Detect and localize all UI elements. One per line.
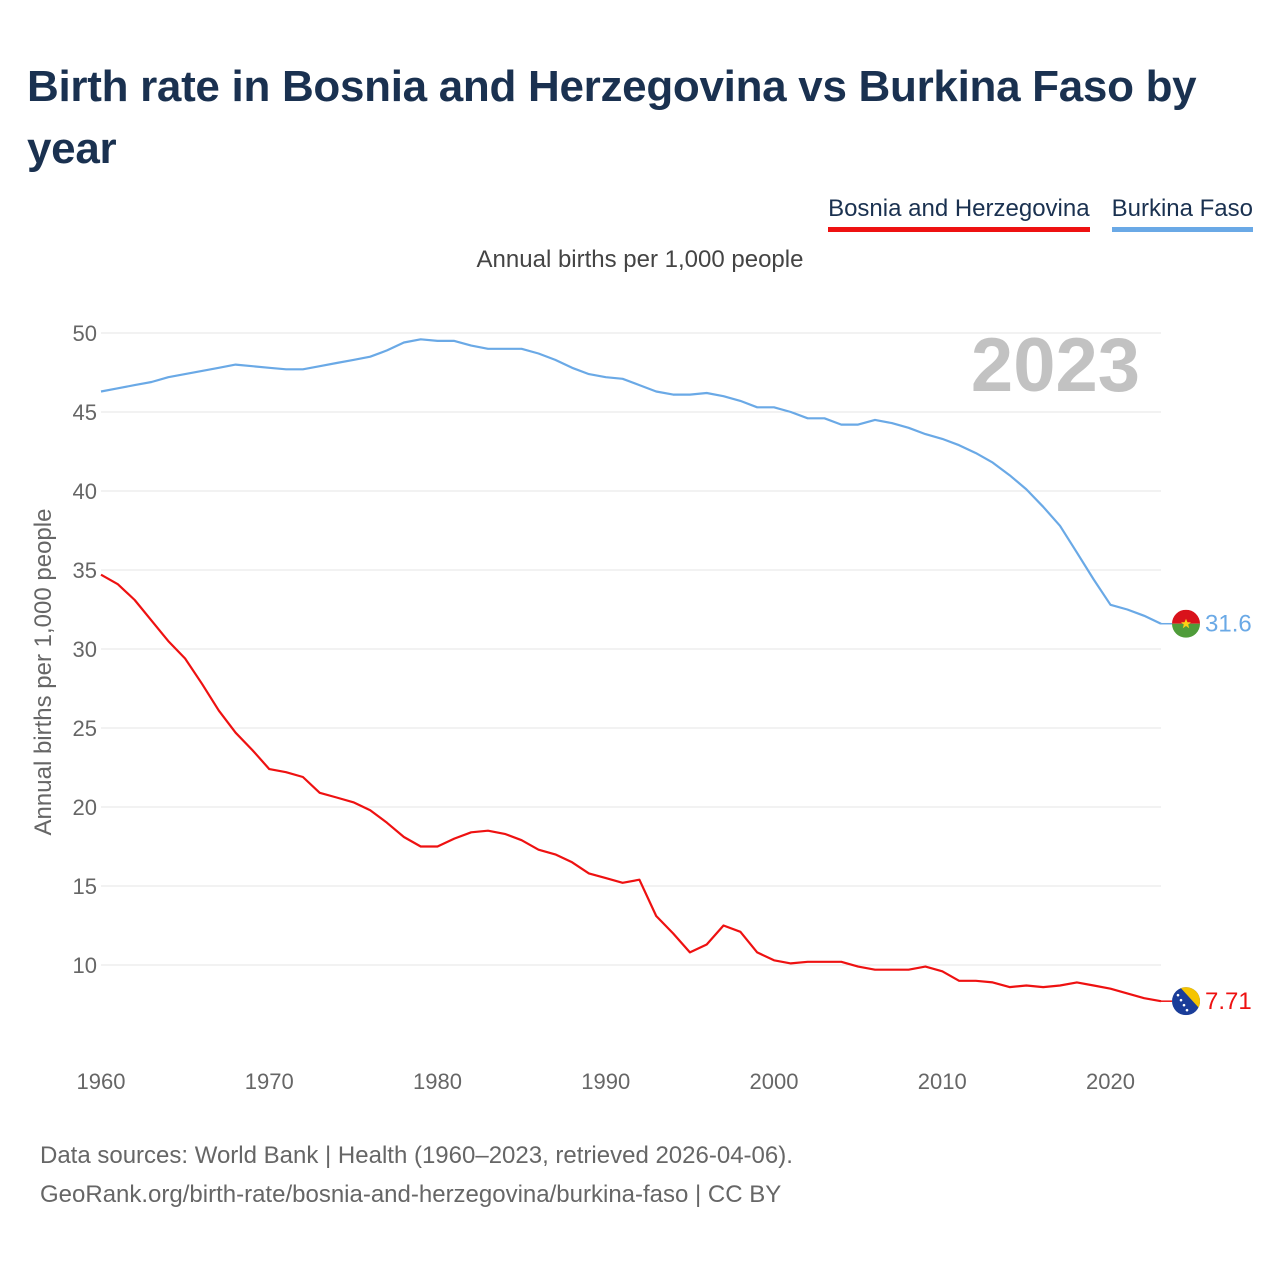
legend: Bosnia and Herzegovina Burkina Faso bbox=[828, 194, 1253, 232]
end-label-bosnia: 7.71 bbox=[1205, 988, 1252, 1015]
end-label-burkina-faso: 31.6 bbox=[1205, 611, 1252, 638]
x-tick-label: 1980 bbox=[413, 1069, 462, 1094]
y-axis-label: Annual births per 1,000 people bbox=[30, 509, 57, 836]
y-axis-ticks: 10 15 20 25 30 35 40 45 50 bbox=[73, 321, 97, 978]
bosnia-flag-icon bbox=[1172, 987, 1200, 1016]
legend-item-burkina-faso[interactable]: Burkina Faso bbox=[1111, 194, 1253, 232]
grid-lines bbox=[101, 332, 1161, 966]
y-tick-label: 50 bbox=[73, 321, 97, 346]
x-tick-label: 1960 bbox=[77, 1069, 126, 1094]
burkina-faso-flag-icon bbox=[1172, 609, 1200, 638]
y-tick-label: 45 bbox=[73, 400, 97, 425]
x-tick-label: 2000 bbox=[750, 1069, 799, 1094]
series-line-bosnia-and-herzegovina[interactable] bbox=[100, 573, 1162, 1003]
legend-item-bosnia[interactable]: Bosnia and Herzegovina bbox=[828, 194, 1090, 232]
y-tick-label: 25 bbox=[73, 716, 97, 741]
year-watermark: 2023 bbox=[971, 323, 1140, 408]
series-line-burkina-faso[interactable] bbox=[100, 338, 1162, 625]
chart-title: Birth rate in Bosnia and Herzegovina vs … bbox=[27, 62, 1197, 173]
data-source-text: Data sources: World Bank | Health (1960–… bbox=[40, 1142, 793, 1169]
source-url-text: GeoRank.org/birth-rate/bosnia-and-herzeg… bbox=[40, 1181, 782, 1208]
footer: Data sources: World Bank | Health (1960–… bbox=[40, 1136, 793, 1214]
y-tick-label: 10 bbox=[73, 953, 97, 978]
x-tick-label: 1990 bbox=[581, 1069, 630, 1094]
chart-subtitle: Annual births per 1,000 people bbox=[476, 246, 804, 273]
y-tick-label: 35 bbox=[73, 558, 97, 583]
x-tick-label: 1970 bbox=[245, 1069, 294, 1094]
y-tick-label: 30 bbox=[73, 637, 97, 662]
y-tick-label: 15 bbox=[73, 874, 97, 899]
y-tick-label: 20 bbox=[73, 795, 97, 820]
x-axis-ticks: 1960 1970 1980 1990 2000 2010 2020 bbox=[77, 1069, 1135, 1094]
y-tick-label: 40 bbox=[73, 479, 97, 504]
series-lines bbox=[100, 338, 1172, 1003]
x-tick-label: 2010 bbox=[918, 1069, 967, 1094]
line-chart: 10 15 20 25 30 35 40 45 50 1960 1970 1980 1990 2000 2… bbox=[30, 321, 1252, 1094]
x-tick-label: 2020 bbox=[1086, 1069, 1135, 1094]
